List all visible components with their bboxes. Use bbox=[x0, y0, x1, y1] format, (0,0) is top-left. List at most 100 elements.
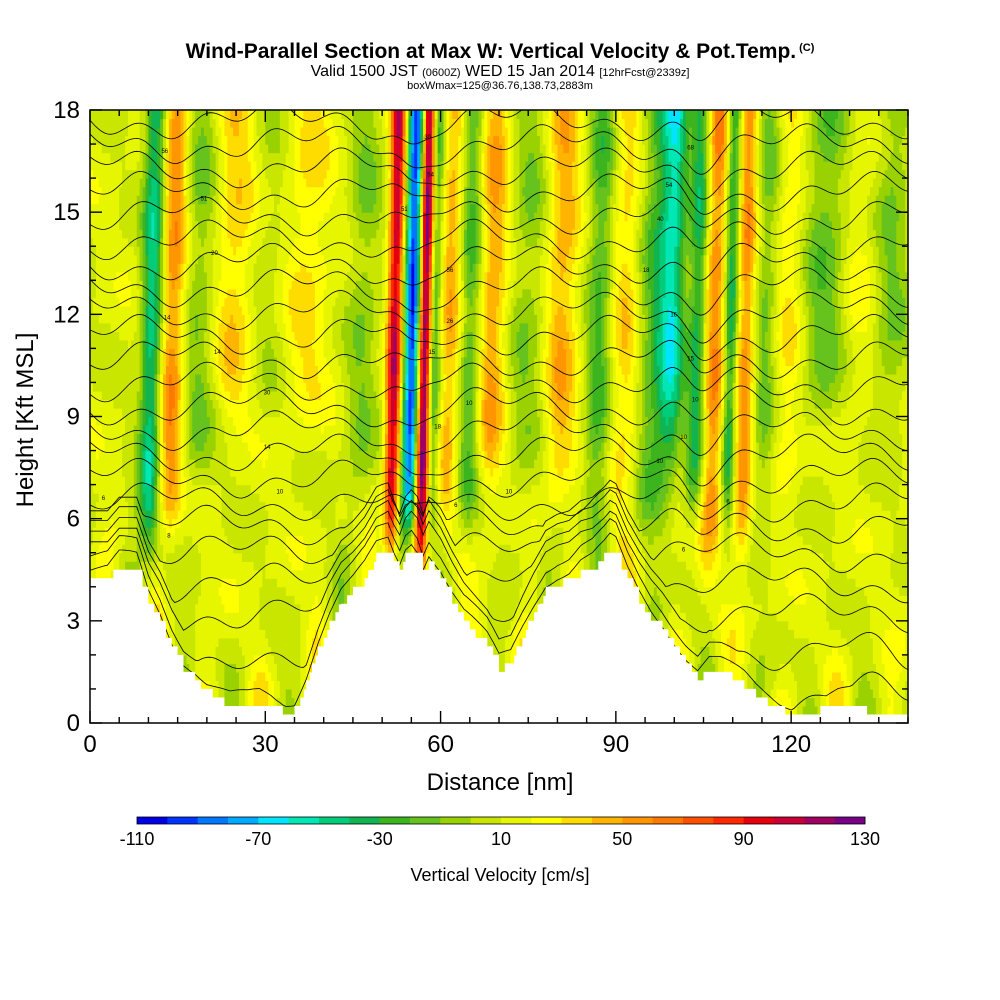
velocity-cell bbox=[136, 450, 141, 460]
velocity-cell bbox=[163, 365, 167, 375]
velocity-cell bbox=[265, 646, 269, 656]
velocity-cell bbox=[314, 561, 319, 571]
velocity-cell bbox=[241, 144, 246, 154]
velocity-cell bbox=[297, 237, 301, 247]
velocity-cell bbox=[247, 288, 252, 298]
velocity-cell bbox=[268, 118, 272, 128]
velocity-cell bbox=[133, 382, 138, 392]
velocity-cell bbox=[151, 161, 155, 171]
velocity-cell bbox=[116, 305, 120, 315]
velocity-cell bbox=[206, 407, 211, 418]
velocity-cell bbox=[238, 263, 243, 273]
velocity-cell bbox=[312, 450, 316, 460]
velocity-cell bbox=[288, 365, 293, 375]
velocity-cell bbox=[189, 229, 193, 239]
velocity-cell bbox=[236, 356, 240, 367]
velocity-cell bbox=[282, 390, 287, 401]
velocity-cell bbox=[189, 450, 193, 460]
velocity-cell bbox=[160, 382, 164, 392]
velocity-cell bbox=[95, 339, 100, 349]
velocity-cell bbox=[189, 127, 193, 137]
velocity-cell bbox=[285, 697, 290, 707]
velocity-cell bbox=[168, 322, 173, 332]
velocity-cell bbox=[139, 442, 144, 452]
velocity-cell bbox=[233, 280, 237, 290]
velocity-cell bbox=[174, 212, 179, 222]
velocity-cell bbox=[177, 331, 182, 341]
velocity-cell bbox=[151, 399, 155, 409]
velocity-cell bbox=[168, 390, 173, 401]
velocity-cell bbox=[142, 110, 147, 120]
velocity-cell bbox=[241, 212, 246, 222]
velocity-cell bbox=[177, 305, 182, 315]
velocity-cell bbox=[271, 612, 275, 622]
velocity-cell bbox=[154, 339, 158, 349]
velocity-cell bbox=[294, 229, 299, 239]
velocity-cell bbox=[250, 348, 255, 358]
velocity-cell bbox=[186, 467, 190, 477]
velocity-cell bbox=[101, 288, 106, 298]
velocity-cell bbox=[271, 484, 275, 494]
velocity-cell bbox=[309, 425, 313, 435]
velocity-cell bbox=[192, 629, 196, 639]
velocity-cell bbox=[189, 407, 193, 418]
velocity-cell bbox=[314, 578, 319, 588]
velocity-cell bbox=[212, 297, 217, 307]
velocity-cell bbox=[238, 365, 243, 375]
velocity-cell bbox=[306, 433, 310, 443]
velocity-cell bbox=[247, 688, 252, 699]
velocity-cell bbox=[212, 578, 217, 588]
velocity-cell bbox=[127, 161, 132, 171]
velocity-cell bbox=[168, 365, 173, 375]
velocity-cell bbox=[268, 195, 272, 205]
velocity-cell bbox=[306, 152, 310, 162]
velocity-cell bbox=[122, 518, 126, 528]
velocity-cell bbox=[227, 203, 231, 213]
velocity-cell bbox=[244, 161, 249, 171]
velocity-cell bbox=[312, 629, 316, 639]
velocity-cell bbox=[259, 407, 263, 418]
velocity-cell bbox=[92, 339, 97, 349]
velocity-cell bbox=[212, 416, 217, 426]
velocity-cell bbox=[163, 339, 167, 349]
velocity-cell bbox=[165, 561, 170, 571]
velocity-cell bbox=[288, 229, 293, 239]
velocity-cell bbox=[107, 527, 112, 537]
velocity-cell bbox=[110, 271, 114, 281]
velocity-cell bbox=[116, 450, 120, 460]
velocity-cell bbox=[300, 442, 304, 452]
velocity-cell bbox=[165, 110, 170, 120]
velocity-cell bbox=[253, 629, 258, 639]
velocity-cell bbox=[271, 544, 275, 554]
velocity-cell bbox=[125, 433, 129, 443]
velocity-cell bbox=[142, 178, 147, 188]
velocity-cell bbox=[163, 459, 167, 469]
velocity-cell bbox=[253, 561, 258, 571]
velocity-cell bbox=[253, 535, 258, 545]
velocity-cell bbox=[107, 280, 112, 290]
velocity-cell bbox=[177, 459, 182, 469]
velocity-cell bbox=[230, 535, 234, 545]
velocity-cell bbox=[90, 178, 94, 188]
velocity-cell bbox=[201, 271, 205, 281]
velocity-cell bbox=[122, 263, 126, 273]
velocity-cell bbox=[274, 425, 278, 435]
velocity-cell bbox=[98, 527, 103, 537]
velocity-cell bbox=[279, 467, 284, 477]
velocity-cell bbox=[92, 365, 97, 375]
velocity-cell bbox=[92, 484, 97, 494]
velocity-cell bbox=[241, 671, 246, 682]
velocity-cell bbox=[306, 314, 310, 324]
velocity-cell bbox=[253, 271, 258, 281]
velocity-cell bbox=[130, 356, 135, 367]
velocity-cell bbox=[145, 450, 150, 460]
velocity-cell bbox=[92, 535, 97, 545]
velocity-cell bbox=[133, 416, 138, 426]
velocity-cell bbox=[253, 110, 258, 120]
velocity-cell bbox=[236, 407, 240, 418]
velocity-cell bbox=[101, 314, 106, 324]
velocity-cell bbox=[154, 178, 158, 188]
velocity-cell bbox=[183, 118, 188, 128]
velocity-cell bbox=[218, 365, 223, 375]
